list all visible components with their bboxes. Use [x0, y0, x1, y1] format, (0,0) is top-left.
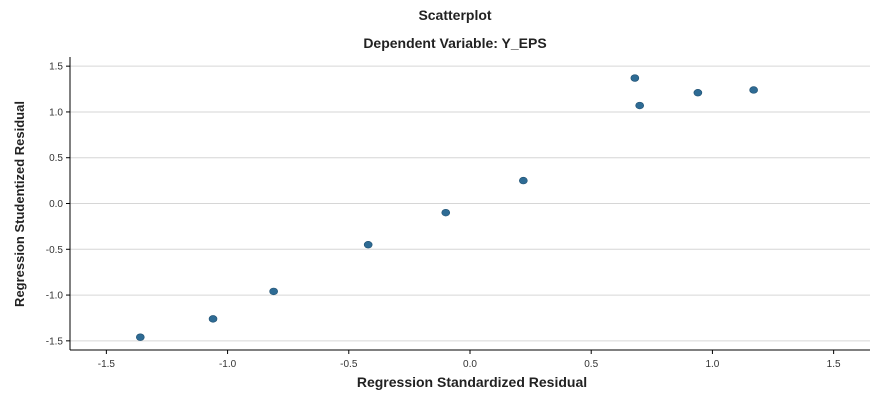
- chart-subtitle: Dependent Variable: Y_EPS: [363, 35, 546, 51]
- x-tick-label: -0.5: [340, 359, 358, 370]
- x-axis-label: Regression Standardized Residual: [357, 374, 587, 390]
- scatter-point: [269, 287, 278, 296]
- x-tick-label: -1.0: [219, 359, 237, 370]
- scatter-point: [363, 241, 373, 249]
- scatter-point: [749, 86, 758, 94]
- x-tick-label: -1.5: [98, 359, 116, 370]
- y-tick-label: -0.5: [46, 245, 64, 256]
- scatter-point: [441, 208, 451, 217]
- x-tick-label: 0.5: [584, 359, 598, 370]
- scatter-point: [208, 315, 218, 323]
- scatter-point: [136, 333, 145, 341]
- y-tick-label: 0.0: [49, 199, 63, 210]
- y-tick-label: -1.5: [46, 336, 64, 347]
- x-axis-ticks: -1.5 -1.0 -0.5 0.0 0.5 1.0 1.5: [98, 350, 841, 370]
- scatter-point: [693, 89, 703, 97]
- y-tick-label: 1.5: [49, 62, 63, 73]
- y-tick-label: 0.5: [49, 153, 63, 164]
- y-tick-label: -1.0: [46, 291, 64, 302]
- x-tick-label: 0.0: [463, 359, 477, 370]
- data-points: [136, 74, 758, 341]
- y-tick-label: 1.0: [49, 107, 63, 118]
- grid-lines: [70, 65, 870, 342]
- scatter-point: [519, 176, 528, 185]
- scatter-point: [630, 74, 640, 82]
- y-axis-ticks: 1.5 1.0 0.5 0.0 -0.5 -1.0 -1.5: [46, 62, 70, 347]
- chart-title: Scatterplot: [418, 7, 491, 23]
- x-tick-label: 1.0: [705, 359, 719, 370]
- scatter-point: [635, 101, 644, 110]
- y-axis-label: Regression Studentized Residual: [12, 101, 27, 307]
- x-tick-label: 1.5: [827, 359, 841, 370]
